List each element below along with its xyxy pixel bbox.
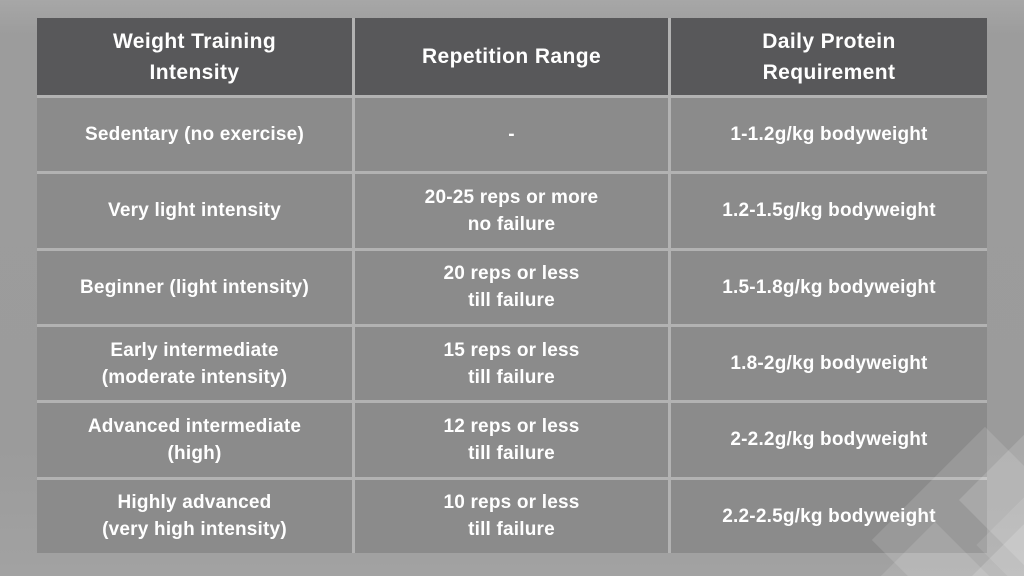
cell-text: Highly advanced [117, 492, 272, 514]
cell-text: (high) [167, 442, 222, 464]
cell-text: Advanced intermediate [87, 415, 302, 437]
cell-text: 20 reps or less [443, 263, 580, 285]
cell-protein-beginner: 1.5-1.8g/kg bodyweight [671, 250, 987, 324]
protein-requirement-table: Weight Training Intensity Repetition Ran… [37, 18, 987, 553]
cell-intensity-advanced-intermediate: Advanced intermediate (high) [37, 403, 352, 477]
cell-text: (moderate intensity) [101, 366, 288, 388]
cell-text: 20-25 reps or more [424, 186, 599, 208]
cell-text: 10 reps or less [443, 492, 580, 514]
col-header-weight-training-intensity: Weight Training Intensity [37, 18, 352, 95]
cell-text: 12 reps or less [443, 415, 580, 437]
cell-text: 15 reps or less [443, 339, 580, 361]
cell-text: 1-1.2g/kg bodyweight [730, 124, 928, 146]
cell-text: Very light intensity [108, 200, 281, 222]
cell-text: 1.2-1.5g/kg bodyweight [722, 200, 936, 222]
cell-protein-advanced-intermediate: 2-2.2g/kg bodyweight [671, 403, 987, 477]
cell-text: till failure [468, 519, 555, 541]
cell-intensity-sedentary: Sedentary (no exercise) [37, 98, 352, 172]
cell-reps-highly-advanced: 10 reps or less till failure [355, 479, 668, 553]
cell-text: - [508, 124, 515, 146]
cell-protein-early-intermediate: 1.8-2g/kg bodyweight [671, 327, 987, 401]
cell-protein-very-light: 1.2-1.5g/kg bodyweight [671, 174, 987, 248]
cell-text: (very high intensity) [102, 519, 287, 541]
col-header-daily-protein-requirement: Daily Protein Requirement [671, 18, 987, 95]
header-line: Weight Training [112, 29, 277, 53]
cell-text: till failure [468, 290, 555, 312]
cell-reps-sedentary: - [355, 98, 668, 172]
cell-protein-sedentary: 1-1.2g/kg bodyweight [671, 98, 987, 172]
cell-reps-advanced-intermediate: 12 reps or less till failure [355, 403, 668, 477]
cell-text: till failure [468, 366, 555, 388]
cell-text: 1.8-2g/kg bodyweight [730, 353, 928, 375]
header-line: Repetition Range [421, 45, 602, 68]
cell-text: Early intermediate [110, 339, 279, 361]
cell-text: Beginner (light intensity) [80, 276, 309, 298]
cell-text: no failure [467, 213, 556, 235]
cell-intensity-early-intermediate: Early intermediate (moderate intensity) [37, 327, 352, 401]
header-line: Intensity [149, 60, 240, 84]
cell-reps-beginner: 20 reps or less till failure [355, 250, 668, 324]
header-line: Daily Protein [762, 29, 896, 53]
cell-protein-highly-advanced: 2.2-2.5g/kg bodyweight [671, 479, 987, 553]
header-line: Requirement [762, 60, 896, 84]
cell-text: 2.2-2.5g/kg bodyweight [722, 505, 936, 527]
cell-text: till failure [468, 442, 555, 464]
cell-reps-early-intermediate: 15 reps or less till failure [355, 327, 668, 401]
cell-intensity-very-light: Very light intensity [37, 174, 352, 248]
cell-intensity-beginner: Beginner (light intensity) [37, 250, 352, 324]
cell-reps-very-light: 20-25 reps or more no failure [355, 174, 668, 248]
cell-text: 1.5-1.8g/kg bodyweight [722, 276, 936, 298]
cell-text: Sedentary (no exercise) [85, 124, 304, 146]
cell-intensity-highly-advanced: Highly advanced (very high intensity) [37, 479, 352, 553]
cell-text: 2-2.2g/kg bodyweight [730, 429, 928, 451]
col-header-repetition-range: Repetition Range [355, 18, 668, 95]
